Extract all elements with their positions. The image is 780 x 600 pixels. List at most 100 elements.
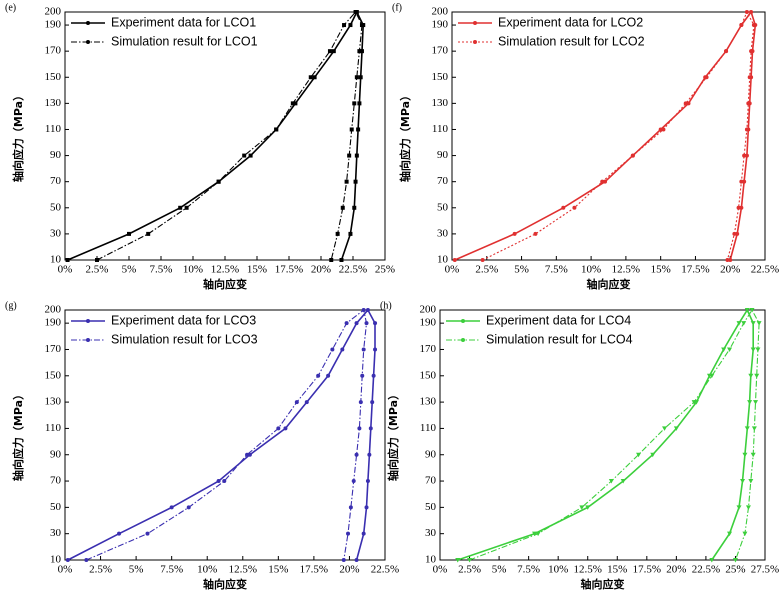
- point: [356, 127, 361, 132]
- point: [84, 558, 89, 562]
- point: [368, 426, 373, 431]
- point: [354, 153, 359, 158]
- x-tick-label: 27.5%: [751, 564, 779, 576]
- x-axis-label: 轴向应变: [203, 577, 247, 591]
- x-tick-label: 20%: [720, 264, 740, 276]
- point: [747, 75, 752, 80]
- x-axis-label: 轴向应变: [581, 577, 625, 591]
- legend-label: Experiment data for LCO1: [111, 15, 256, 29]
- x-tick-label: 25%: [725, 564, 745, 576]
- x-tick-label: 17.5%: [275, 264, 303, 276]
- point: [755, 347, 761, 352]
- point: [357, 101, 362, 106]
- y-tick-label: 200: [45, 304, 62, 316]
- x-tick-label: 7.5%: [545, 264, 568, 276]
- x-tick-label: 17.5%: [681, 264, 709, 276]
- point: [630, 153, 635, 158]
- point: [248, 153, 253, 158]
- legend-label: Simulation result for LCO4: [486, 332, 633, 346]
- point: [373, 321, 378, 326]
- point: [742, 153, 747, 158]
- point: [370, 400, 375, 405]
- y-tick-label: 190: [45, 19, 62, 31]
- point: [739, 179, 744, 184]
- y-tick-label: 10: [50, 254, 62, 266]
- legend-marker: [86, 338, 90, 342]
- point: [572, 205, 577, 210]
- y-tick-label: 10: [50, 554, 62, 566]
- point: [744, 153, 749, 158]
- x-tick-label: 15%: [651, 264, 671, 276]
- point: [662, 426, 668, 431]
- x-tick-label: 25%: [375, 264, 395, 276]
- point: [348, 23, 353, 28]
- x-axis-label: 轴向应变: [203, 277, 247, 291]
- y-tick-label: 70: [437, 175, 449, 187]
- x-tick-label: 12.5%: [229, 564, 257, 576]
- y-axis-label: 轴向应力（MPa）: [11, 90, 25, 182]
- point: [127, 231, 131, 236]
- y-tick-label: 50: [425, 501, 437, 513]
- point: [691, 400, 697, 405]
- point: [293, 101, 298, 106]
- point: [335, 231, 340, 236]
- point: [330, 347, 335, 352]
- point: [736, 205, 741, 210]
- x-tick-label: 2.5%: [475, 264, 498, 276]
- point: [326, 373, 331, 378]
- point: [742, 531, 748, 537]
- x-tick-label: 22.5%: [339, 264, 367, 276]
- point: [742, 179, 747, 184]
- point: [358, 400, 363, 405]
- panel-label: (h): [380, 300, 392, 311]
- x-tick-label: 10%: [581, 264, 601, 276]
- y-tick-label: 150: [45, 369, 62, 381]
- legend-marker: [86, 21, 90, 25]
- point: [721, 347, 727, 352]
- y-tick-label: 90: [437, 149, 449, 161]
- point: [533, 231, 538, 236]
- point: [354, 75, 359, 80]
- point: [727, 531, 733, 537]
- y-tick-label: 170: [432, 45, 449, 57]
- x-tick-label: 10%: [197, 564, 217, 576]
- y-tick-label: 110: [45, 422, 62, 434]
- y-tick-label: 10: [425, 554, 437, 566]
- point: [95, 258, 99, 262]
- point: [732, 231, 737, 236]
- y-axis-label: 轴向应力（MPa）: [386, 389, 400, 481]
- y-tick-label: 150: [420, 369, 437, 381]
- y-tick-label: 90: [50, 149, 62, 161]
- legend-label: Simulation result for LCO3: [111, 332, 258, 346]
- point: [348, 231, 353, 236]
- panel-label: (f): [392, 2, 402, 13]
- point: [744, 10, 749, 14]
- panel-label: (g): [5, 300, 17, 311]
- point: [312, 75, 317, 80]
- x-tick-label: 12.5%: [211, 264, 239, 276]
- point: [339, 258, 344, 262]
- point: [216, 179, 221, 184]
- point: [753, 400, 759, 405]
- x-tick-label: 7.5%: [160, 564, 183, 576]
- point: [608, 479, 614, 484]
- point: [709, 558, 715, 563]
- point: [532, 531, 538, 537]
- point: [650, 452, 656, 458]
- legend-label: Simulation result for LCO1: [111, 34, 258, 48]
- point: [561, 205, 566, 210]
- point: [661, 127, 666, 132]
- plot-frame: [64, 309, 386, 561]
- y-tick-label: 150: [45, 71, 62, 83]
- point: [146, 231, 151, 236]
- y-tick-label: 110: [432, 123, 449, 135]
- y-tick-label: 190: [432, 19, 449, 31]
- point: [342, 23, 347, 28]
- y-tick-label: 10: [437, 254, 449, 266]
- point: [304, 400, 309, 405]
- point: [467, 558, 473, 563]
- point: [735, 231, 740, 236]
- point: [274, 127, 279, 132]
